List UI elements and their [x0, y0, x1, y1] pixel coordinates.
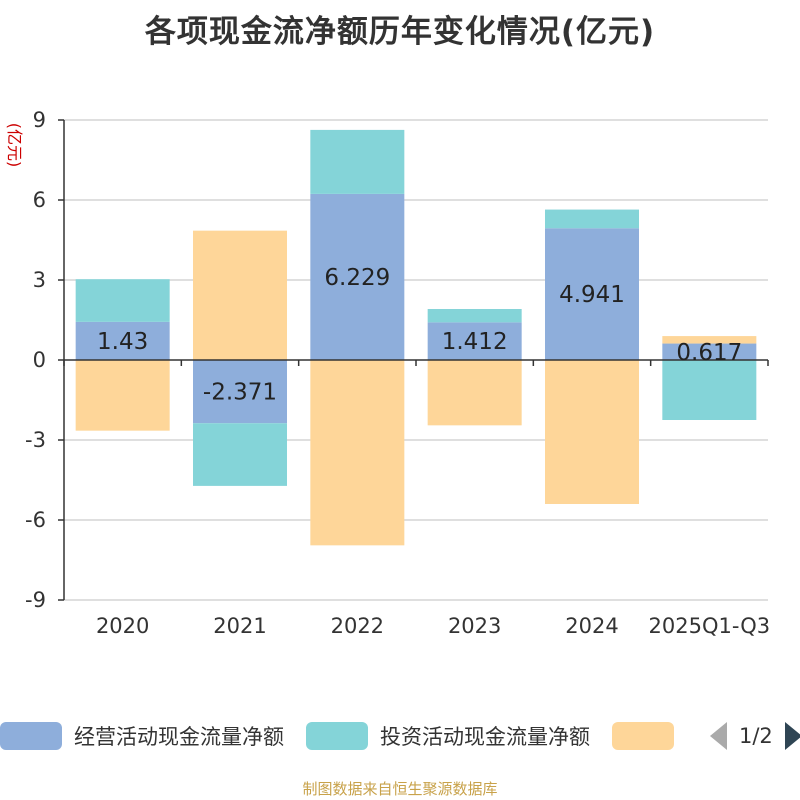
- bar-segment: [545, 209, 639, 229]
- legend: 经营活动现金流量净额 投资活动现金流量净额 1/2: [0, 716, 800, 756]
- y-tick-label: 6: [33, 188, 46, 212]
- x-tick-label: 2024: [565, 614, 618, 638]
- y-tick-label: -3: [25, 428, 46, 452]
- y-tick-label: -6: [25, 508, 46, 532]
- bar-segment: [193, 360, 287, 424]
- legend-item-financing[interactable]: [612, 722, 686, 750]
- y-tick-label: 3: [33, 268, 46, 292]
- data-source-note: 制图数据来自恒生聚源数据库: [302, 780, 498, 798]
- bar-segment: [427, 360, 522, 426]
- data-label: 0.617: [676, 340, 742, 366]
- bar-layer: [75, 129, 757, 546]
- data-label: 6.229: [324, 265, 390, 291]
- y-axis-unit: (亿元): [5, 123, 24, 168]
- legend-label-operating: 经营活动现金流量净额: [74, 725, 284, 749]
- pager-prev-icon[interactable]: [710, 722, 727, 750]
- legend-pager: 1/2: [710, 722, 800, 750]
- bar-segment: [75, 279, 170, 322]
- bar-segment: [193, 423, 287, 486]
- x-tick-label: 2022: [331, 614, 384, 638]
- legend-label-investing: 投资活动现金流量净额: [380, 725, 590, 749]
- legend-item-operating[interactable]: 经营活动现金流量净额: [0, 721, 284, 751]
- bar-segment: [545, 360, 639, 504]
- y-tick-label: 9: [33, 108, 46, 132]
- data-label: 1.412: [442, 329, 508, 355]
- bar-segment: [310, 193, 405, 360]
- x-tick-label: 2023: [448, 614, 501, 638]
- label-layer: 1.43 -2.371 6.229 1.412 4.941 0.617: [97, 265, 742, 406]
- legend-item-investing[interactable]: 投资活动现金流量净额: [306, 721, 590, 751]
- bar-segment: [662, 360, 757, 420]
- x-tick-label: 2021: [213, 614, 266, 638]
- axis-layer: 9 6 3 0 -3 -6 -9 2020 2021 2022 2023 2024 2025Q1-Q3: [25, 108, 770, 638]
- chart-title: 各项现金流净额历年变化情况(亿元): [144, 14, 656, 50]
- bar-segment: [662, 343, 757, 360]
- legend-swatch-financing: [612, 722, 674, 750]
- y-tick-label: -9: [25, 588, 46, 612]
- data-label: 1.43: [97, 329, 148, 355]
- data-label: 4.941: [559, 282, 625, 308]
- legend-swatch-operating: [0, 722, 62, 750]
- y-tick-label: 0: [33, 348, 46, 372]
- pager-text: 1/2: [739, 724, 773, 748]
- bar-segment: [75, 321, 170, 360]
- legend-swatch-investing: [306, 722, 368, 750]
- x-tick-label: 2020: [96, 614, 149, 638]
- bar-segment: [193, 230, 287, 360]
- bar-segment: [427, 309, 522, 323]
- pager-next-icon[interactable]: [784, 722, 800, 750]
- bar-segment: [545, 228, 639, 360]
- bar-segment: [310, 129, 405, 194]
- bar-segment: [310, 360, 405, 546]
- x-tick-label: 2025Q1-Q3: [649, 614, 771, 638]
- bar-segment: [662, 336, 757, 344]
- data-label: -2.371: [203, 380, 277, 406]
- grid-layer: [64, 119, 768, 601]
- bar-segment: [75, 360, 170, 431]
- bar-segment: [427, 322, 522, 360]
